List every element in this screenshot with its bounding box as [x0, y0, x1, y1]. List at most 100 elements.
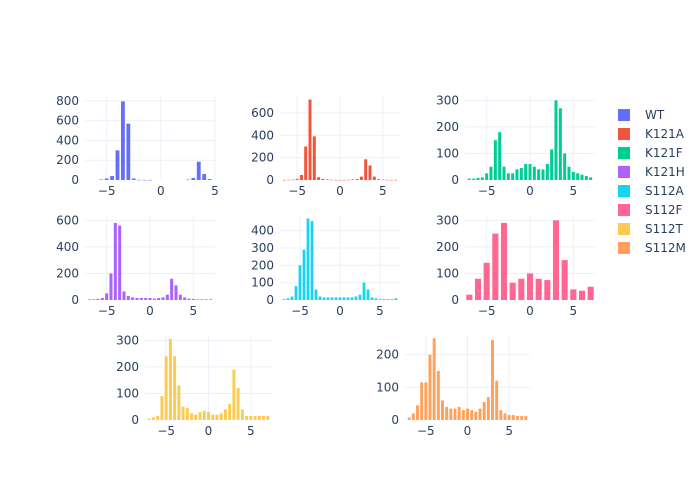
bar: [92, 299, 96, 300]
bar: [486, 397, 490, 420]
bar: [126, 123, 131, 180]
x-tick-label: 5: [376, 304, 384, 318]
bar: [541, 169, 545, 181]
bar: [550, 149, 554, 180]
bar: [185, 408, 189, 420]
bar: [378, 299, 382, 300]
x-tick-label: 5: [190, 304, 198, 318]
bar: [96, 298, 100, 300]
bar: [148, 298, 152, 300]
legend-item-wt[interactable]: WT: [618, 108, 665, 122]
bar: [314, 289, 318, 300]
legend-label: S112A: [645, 184, 685, 198]
bar: [584, 176, 588, 180]
legend-swatch: [618, 128, 630, 140]
bar: [338, 179, 342, 181]
y-tick-label: 0: [266, 293, 274, 307]
bar: [509, 282, 516, 300]
bar: [511, 415, 515, 420]
bar: [200, 299, 204, 300]
bar: [144, 298, 148, 300]
x-tick-label: −5: [288, 184, 306, 198]
bar: [308, 99, 312, 180]
x-tick-label: −5: [98, 304, 116, 318]
bar: [334, 179, 338, 181]
legend-item-s112t[interactable]: S112T: [618, 222, 684, 236]
bar: [295, 178, 299, 180]
legend-label: K121H: [645, 165, 685, 179]
legend-item-s112m[interactable]: S112M: [618, 241, 686, 255]
bar: [115, 150, 120, 180]
bar: [355, 179, 359, 180]
bar: [215, 414, 219, 420]
x-tick-label: 5: [505, 424, 513, 438]
legend-item-k121f[interactable]: K121F: [618, 146, 683, 160]
bar: [377, 179, 381, 180]
bar: [131, 297, 135, 300]
bar: [364, 159, 368, 180]
bar: [161, 297, 165, 300]
bar: [524, 164, 528, 180]
y-tick-label: 300: [116, 333, 139, 347]
y-tick-label: 400: [56, 133, 79, 147]
bar: [342, 179, 346, 181]
bar: [576, 173, 580, 180]
legend-label: S112T: [645, 222, 684, 236]
bar: [312, 136, 316, 180]
bar: [354, 296, 358, 300]
bar: [322, 297, 326, 300]
bar: [282, 179, 286, 181]
y-tick-label: 0: [71, 293, 79, 307]
x-tick-label: 0: [336, 184, 344, 198]
bar: [209, 299, 213, 300]
bar: [428, 354, 432, 420]
bar: [374, 298, 378, 300]
legend-label: K121A: [645, 127, 685, 141]
bar: [445, 406, 449, 420]
bar: [191, 178, 196, 180]
bar: [587, 286, 594, 300]
subplot-s112t: 0 100 200 300 −5 0 5: [116, 333, 272, 438]
bar: [524, 416, 528, 420]
bar: [558, 108, 562, 180]
bar: [156, 416, 160, 420]
x-tick-label: 5: [570, 184, 578, 198]
x-tick-label: −5: [417, 424, 435, 438]
bar: [520, 416, 524, 420]
bar: [236, 388, 240, 421]
bar: [282, 299, 286, 300]
bar: [196, 299, 200, 300]
x-tick-label: 5: [379, 184, 387, 198]
y-tick-label: 100: [436, 266, 459, 280]
legend-label: S112M: [645, 241, 686, 255]
bar: [290, 296, 294, 300]
bar: [507, 415, 511, 420]
bar: [202, 410, 206, 420]
bar: [453, 408, 457, 420]
bar: [110, 176, 114, 180]
bar: [191, 298, 195, 300]
legend-item-s112f[interactable]: S112F: [618, 203, 683, 217]
x-tick-label: 0: [205, 424, 213, 438]
legend-swatch: [618, 185, 630, 197]
y-tick-label: 300: [251, 241, 274, 255]
y-tick-label: 200: [56, 153, 79, 167]
y-tick-label: 400: [251, 224, 274, 238]
bar: [240, 409, 244, 421]
subplot-s112f: 0 100 200 300 −5 0 5: [436, 213, 595, 318]
bar: [461, 410, 465, 420]
legend-item-k121a[interactable]: K121A: [618, 127, 685, 141]
bar: [580, 174, 584, 180]
bar: [346, 297, 350, 300]
bar: [228, 404, 232, 420]
legend-item-s112a[interactable]: S112A: [618, 184, 685, 198]
bar: [492, 233, 499, 300]
x-tick-label: −5: [478, 184, 496, 198]
bar: [157, 298, 161, 300]
bar: [407, 417, 411, 420]
subplot-k121f: 0 100 200 300 −5 0 5: [436, 93, 595, 198]
legend-item-k121h[interactable]: K121H: [618, 165, 685, 179]
y-tick-label: 100: [251, 276, 274, 290]
bar: [329, 179, 333, 181]
bar: [183, 297, 187, 300]
